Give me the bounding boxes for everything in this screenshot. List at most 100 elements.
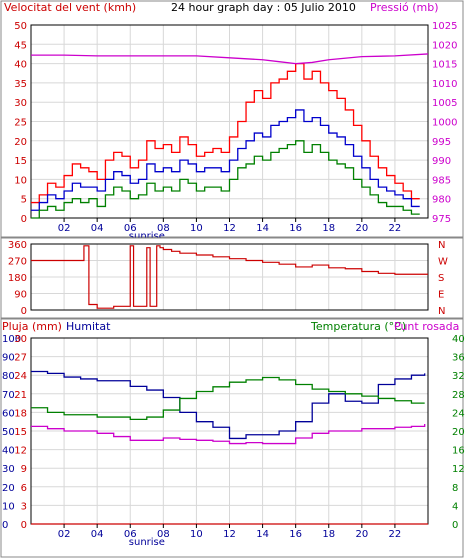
x-tick-label: 06 xyxy=(124,529,137,540)
series-line-pressure xyxy=(31,53,429,65)
x-tick-label: 16 xyxy=(289,529,302,540)
y-tick-label-temperature: 20 xyxy=(452,427,465,438)
plot-area xyxy=(30,243,429,311)
direction-panel xyxy=(0,237,464,319)
y-tick-label-left: 90 xyxy=(14,290,27,301)
y-tick-label-temperature: 12 xyxy=(452,464,465,475)
x-tick-label: 06 xyxy=(124,223,137,234)
y-tick-label-rain: 30 xyxy=(14,334,27,345)
x-tick-label: 08 xyxy=(157,223,170,234)
x-tick-label: 12 xyxy=(223,223,236,234)
x-tick-label: 02 xyxy=(58,529,71,540)
direction-grid xyxy=(30,243,429,311)
temperature-axis-label: Temperatura (°C) xyxy=(310,320,406,333)
x-tick-label: 18 xyxy=(322,223,335,234)
series-line-punt-rosada xyxy=(31,424,426,445)
y-tick-label-right: 980 xyxy=(432,195,451,206)
x-tick-label: 14 xyxy=(256,223,269,234)
y-tick-label-rain: 0 xyxy=(21,520,27,531)
chart-title: 24 hour graph day : 05 Julio 2010 xyxy=(171,1,356,14)
y-tick-label-temperature: 28 xyxy=(452,390,465,401)
y-tick-label-temperature: 8 xyxy=(452,483,458,494)
y-tick-label-humidity: 70 xyxy=(2,390,15,401)
y-tick-label-temperature: 36 xyxy=(452,353,465,364)
y-tick-label-left: 35 xyxy=(14,79,27,90)
compass-label: W xyxy=(438,257,448,268)
wind-series xyxy=(31,53,429,219)
series-line-humitat xyxy=(31,370,426,440)
y-tick-label-left: 360 xyxy=(8,240,27,251)
y-tick-label-right: 1000 xyxy=(432,118,457,129)
x-tick-label: 14 xyxy=(256,529,269,540)
y-tick-label-left: 20 xyxy=(14,137,27,148)
y-tick-label-temperature: 4 xyxy=(452,501,458,512)
y-tick-label-right: 995 xyxy=(432,137,451,148)
compass-label: N xyxy=(438,240,445,251)
y-tick-label-left: 5 xyxy=(21,195,27,206)
y-tick-label-humidity: 20 xyxy=(2,483,15,494)
y-tick-label-rain: 24 xyxy=(14,371,27,382)
x-tick-label: 18 xyxy=(322,529,335,540)
series-line-average xyxy=(31,109,420,211)
x-tick-label: 16 xyxy=(289,223,302,234)
weather-axis-ticks: 0102030405060708090100036912151821242730… xyxy=(2,334,465,548)
x-tick-label: 10 xyxy=(190,223,203,234)
y-tick-label-temperature: 24 xyxy=(452,408,465,419)
compass-label: N xyxy=(438,306,445,317)
x-tick-label: 20 xyxy=(355,529,368,540)
y-tick-label-temperature: 32 xyxy=(452,371,465,382)
y-tick-label-left: 10 xyxy=(14,175,27,186)
y-tick-label-left: 180 xyxy=(8,273,27,284)
humidity-axis-label: Humitat xyxy=(66,320,111,333)
compass-label: E xyxy=(438,290,444,301)
y-tick-label-left: 40 xyxy=(14,60,27,71)
y-tick-label-right: 1015 xyxy=(432,60,457,71)
x-tick-label: 20 xyxy=(355,223,368,234)
y-tick-label-left: 50 xyxy=(14,21,27,32)
y-tick-label-humidity: 90 xyxy=(2,353,15,364)
series-line-minimum xyxy=(31,140,420,219)
x-tick-label: 22 xyxy=(389,529,402,540)
y-tick-label-rain: 6 xyxy=(21,483,27,494)
y-tick-label-rain: 15 xyxy=(14,427,27,438)
y-tick-label-left: 0 xyxy=(21,214,27,225)
y-tick-label-right: 975 xyxy=(432,214,451,225)
y-tick-label-left: 30 xyxy=(14,98,27,109)
x-tick-label: 02 xyxy=(58,223,71,234)
sunrise-label: sunrise xyxy=(129,537,165,548)
y-tick-label-humidity: 10 xyxy=(2,501,15,512)
x-tick-label: 04 xyxy=(91,223,104,234)
x-tick-label: 22 xyxy=(389,223,402,234)
y-tick-label-rain: 21 xyxy=(14,390,27,401)
pressure-axis-label: Pressió (mb) xyxy=(370,1,439,14)
y-tick-label-left: 0 xyxy=(21,306,27,317)
sunrise-label: sunrise xyxy=(129,231,165,242)
direction-series xyxy=(31,245,428,309)
y-tick-label-humidity: 30 xyxy=(2,464,15,475)
y-tick-label-right: 1010 xyxy=(432,79,457,90)
y-tick-label-temperature: 16 xyxy=(452,446,465,457)
wind-speed-axis-label: Velocitat del vent (kmh) xyxy=(4,1,136,14)
y-tick-label-rain: 18 xyxy=(14,408,27,419)
x-tick-label: 04 xyxy=(91,529,104,540)
dewpoint-axis-label: Punt rosada xyxy=(394,320,459,333)
y-tick-label-left: 270 xyxy=(8,257,27,268)
y-tick-label-rain: 3 xyxy=(21,501,27,512)
rain-axis-label: Pluja (mm) xyxy=(2,320,62,333)
y-tick-label-humidity: 80 xyxy=(2,371,15,382)
y-tick-label-rain: 12 xyxy=(14,446,27,457)
y-tick-label-right: 985 xyxy=(432,175,451,186)
y-tick-label-humidity: 100 xyxy=(2,334,21,345)
y-tick-label-temperature: 0 xyxy=(452,520,458,531)
y-tick-label-right: 1025 xyxy=(432,21,457,32)
y-tick-label-humidity: 50 xyxy=(2,427,15,438)
y-tick-label-rain: 27 xyxy=(14,353,27,364)
series-line-temperatura xyxy=(31,376,425,421)
y-tick-label-left: 25 xyxy=(14,118,27,129)
y-tick-label-right: 990 xyxy=(432,156,451,167)
y-tick-label-left: 45 xyxy=(14,40,27,51)
x-tick-label: 08 xyxy=(157,529,170,540)
y-tick-label-left: 15 xyxy=(14,156,27,167)
series-line-gust xyxy=(31,62,420,204)
